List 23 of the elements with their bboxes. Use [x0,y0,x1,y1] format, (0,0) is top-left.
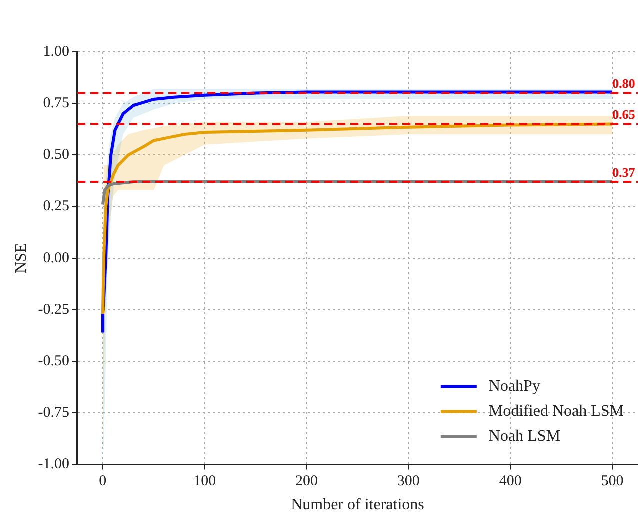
y-axis-title: NSE [12,243,30,274]
y-tick-label: 0.25 [43,198,70,215]
ref-line-label: 0.37 [612,164,636,180]
y-tick-label: -0.75 [38,405,70,422]
x-tick-label: 500 [601,474,624,490]
ref-line-label: 0.80 [612,76,636,92]
y-tick-label: -0.50 [38,354,70,370]
x-axis-title: Number of iterations [291,496,424,514]
legend-label: NoahPy [488,378,540,396]
y-tick-label: 0.50 [43,147,70,164]
ref-line-label: 0.65 [612,107,636,122]
x-tick-label: 300 [397,474,420,490]
legend-label: Noah LSM [488,428,560,446]
y-tick-label: 1.00 [43,44,70,60]
y-tick-label: -1.00 [38,456,70,473]
y-tick-label: -0.25 [38,302,70,318]
y-tick-label: 0.75 [43,96,70,112]
x-tick-label: 0 [99,474,107,490]
x-tick-label: 400 [499,474,522,490]
legend-label: Modified Noah LSM [488,403,624,420]
x-tick-label: 200 [296,474,318,490]
x-tick-label: 100 [194,474,216,490]
y-tick-label: 0.00 [43,250,70,266]
